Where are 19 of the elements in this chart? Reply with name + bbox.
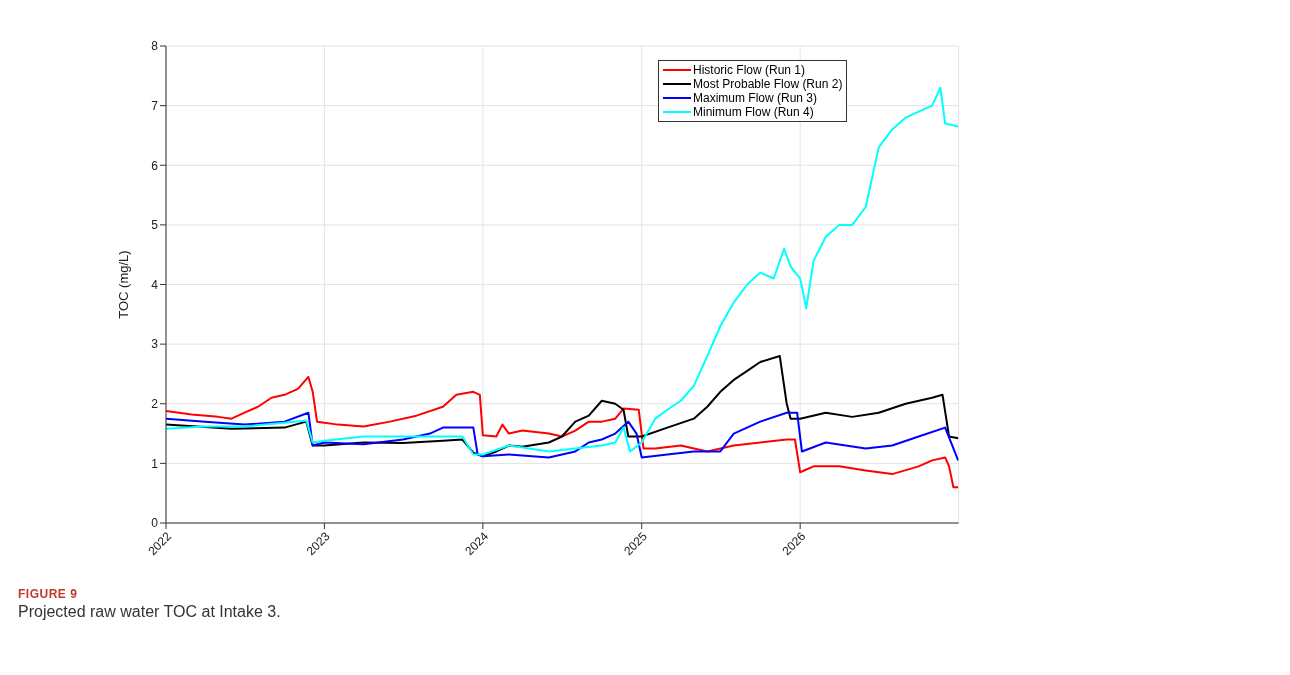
line-series (166, 355, 959, 458)
line-series (166, 375, 959, 489)
y-tick-label: 4 (151, 277, 159, 292)
legend-label: Most Probable Flow (Run 2) (693, 77, 843, 91)
y-tick-label: 0 (151, 516, 159, 531)
y-tick-label: 3 (151, 337, 159, 352)
legend-label: Historic Flow (Run 1) (693, 63, 806, 77)
y-axis-title: TOC (mg/L) (115, 250, 131, 319)
legend-label: Minimum Flow (Run 4) (693, 105, 814, 119)
y-tick-label: 6 (151, 158, 159, 173)
caption: FIGURE 9 (18, 587, 79, 601)
y-tick-label: 8 (151, 39, 159, 54)
y-tick-label: 7 (151, 98, 159, 113)
line-series (166, 411, 959, 462)
legend-label: Maximum Flow (Run 3) (693, 91, 818, 105)
caption: Projected raw water TOC at Intake 3. (18, 603, 282, 621)
y-tick-label: 1 (151, 456, 159, 471)
y-tick-label: 2 (151, 397, 159, 412)
y-tick-label: 5 (151, 218, 159, 233)
